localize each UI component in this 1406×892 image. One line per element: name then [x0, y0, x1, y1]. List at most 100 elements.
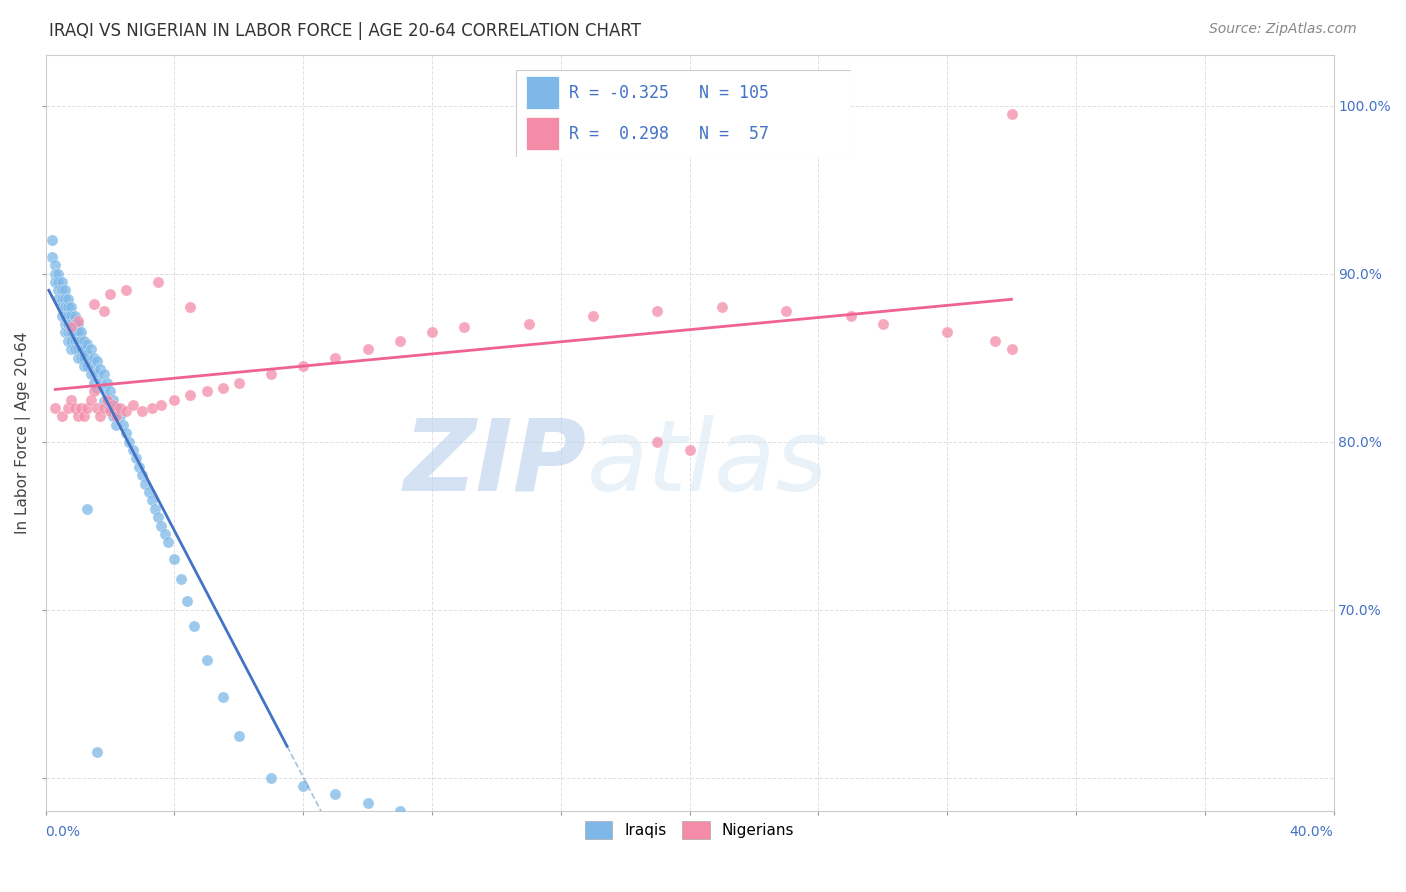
Point	[103, 398, 125, 412]
Point	[141, 493, 163, 508]
Point	[1000, 107, 1022, 121]
Point	[111, 417, 134, 432]
Text: Source: ZipAtlas.com: Source: ZipAtlas.com	[1209, 22, 1357, 37]
Point	[48, 275, 70, 289]
Point	[79, 354, 101, 368]
Point	[98, 404, 121, 418]
Point	[292, 359, 315, 373]
Point	[228, 376, 250, 390]
Point	[148, 510, 170, 524]
Point	[73, 351, 96, 365]
Point	[141, 401, 163, 415]
Point	[51, 300, 73, 314]
Point	[63, 309, 86, 323]
Point	[138, 485, 160, 500]
Point	[98, 401, 121, 415]
Point	[73, 342, 96, 356]
Point	[53, 284, 76, 298]
Point	[51, 292, 73, 306]
Point	[56, 292, 79, 306]
Point	[60, 320, 83, 334]
Text: 40.0%: 40.0%	[1289, 824, 1333, 838]
Point	[51, 409, 73, 424]
Point	[211, 381, 233, 395]
Point	[325, 351, 347, 365]
Point	[148, 275, 170, 289]
Point	[51, 309, 73, 323]
Point	[93, 368, 115, 382]
Point	[83, 351, 105, 365]
Point	[60, 309, 83, 323]
Point	[86, 401, 108, 415]
Point	[93, 381, 115, 395]
Point	[66, 351, 89, 365]
Point	[73, 409, 96, 424]
Point	[66, 409, 89, 424]
Point	[115, 404, 138, 418]
Point	[678, 442, 700, 457]
Point	[103, 409, 125, 424]
Point	[63, 317, 86, 331]
Text: 0.0%: 0.0%	[45, 824, 80, 838]
Point	[79, 368, 101, 382]
Point	[83, 384, 105, 399]
Point	[44, 275, 66, 289]
Point	[108, 401, 131, 415]
Text: IRAQI VS NIGERIAN IN LABOR FORCE | AGE 20-64 CORRELATION CHART: IRAQI VS NIGERIAN IN LABOR FORCE | AGE 2…	[49, 22, 641, 40]
Point	[53, 309, 76, 323]
Point	[325, 788, 347, 802]
Point	[150, 398, 173, 412]
Point	[79, 392, 101, 407]
Point	[56, 300, 79, 314]
Point	[292, 779, 315, 793]
Point	[98, 286, 121, 301]
Point	[48, 267, 70, 281]
Point	[89, 376, 111, 390]
Point	[63, 401, 86, 415]
Point	[53, 326, 76, 340]
Point	[76, 337, 98, 351]
Point	[60, 334, 83, 348]
Point	[93, 303, 115, 318]
Point	[1000, 342, 1022, 356]
Point	[356, 796, 378, 810]
Point	[118, 434, 141, 449]
Point	[73, 359, 96, 373]
Point	[56, 326, 79, 340]
Point	[176, 594, 198, 608]
Point	[89, 362, 111, 376]
Point	[775, 303, 797, 318]
Point	[211, 690, 233, 704]
Point	[70, 334, 93, 348]
Point	[103, 392, 125, 407]
Point	[66, 334, 89, 348]
Point	[170, 572, 193, 586]
Point	[984, 334, 1007, 348]
Point	[115, 284, 138, 298]
Point	[83, 376, 105, 390]
Point	[936, 326, 959, 340]
Point	[66, 342, 89, 356]
Point	[44, 258, 66, 272]
Point	[105, 409, 128, 424]
Point	[260, 368, 283, 382]
Point	[121, 398, 143, 412]
Point	[420, 326, 443, 340]
Text: atlas: atlas	[586, 415, 828, 512]
Point	[125, 451, 148, 466]
Point	[163, 552, 186, 566]
Point	[156, 535, 179, 549]
Point	[51, 284, 73, 298]
Y-axis label: In Labor Force | Age 20-64: In Labor Force | Age 20-64	[15, 332, 31, 534]
Point	[195, 653, 218, 667]
Point	[96, 391, 118, 405]
Point	[582, 309, 605, 323]
Point	[647, 303, 669, 318]
Point	[51, 275, 73, 289]
Point	[195, 384, 218, 399]
Point	[150, 518, 173, 533]
Point	[41, 233, 63, 247]
Point	[260, 771, 283, 785]
Point	[76, 359, 98, 373]
Point	[70, 342, 93, 356]
